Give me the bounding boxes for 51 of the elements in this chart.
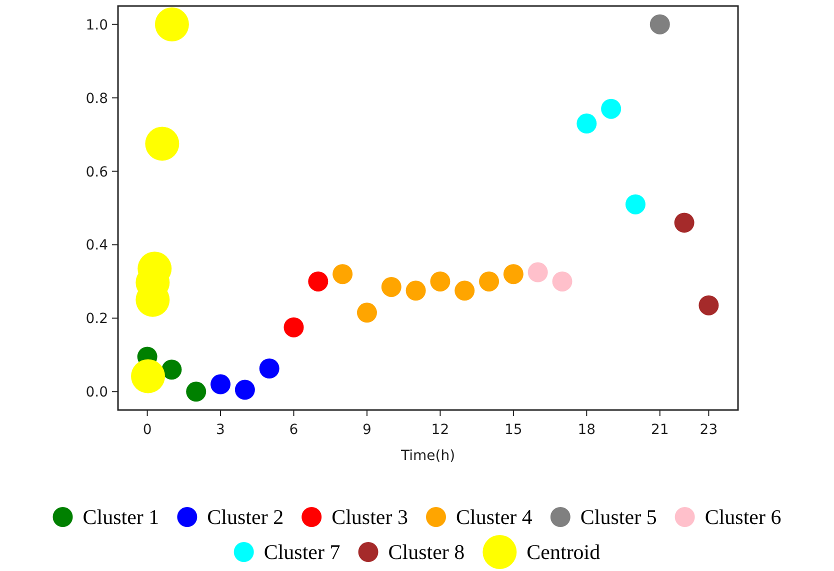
legend-label: Cluster 8 — [388, 540, 465, 564]
point — [406, 280, 426, 301]
point — [650, 14, 670, 34]
legend-label: Cluster 7 — [264, 540, 340, 564]
legend-label: Cluster 6 — [704, 505, 782, 529]
point — [625, 194, 646, 214]
point — [131, 359, 166, 394]
point — [454, 280, 475, 301]
legend-label: Cluster 4 — [456, 505, 533, 529]
x-tick-label: 6 — [289, 422, 298, 438]
point — [308, 271, 328, 292]
x-axis-title: Time(h) — [400, 448, 456, 464]
y-tick-label: 0.0 — [86, 384, 108, 401]
point — [284, 317, 304, 338]
point — [356, 302, 377, 323]
x-tick-label: 21 — [650, 422, 669, 438]
point — [154, 7, 189, 42]
x-tick-label: 15 — [504, 422, 522, 438]
point — [259, 358, 280, 378]
point — [552, 271, 572, 292]
point — [576, 114, 597, 134]
x-tick-label: 0 — [142, 422, 152, 438]
x-tick-label: 3 — [216, 422, 225, 438]
point — [186, 382, 206, 402]
y-tick-label: 0.8 — [86, 90, 108, 107]
point — [601, 98, 622, 119]
point — [674, 212, 694, 233]
point — [503, 264, 524, 284]
legend-label: Cluster 1 — [82, 505, 160, 529]
point — [381, 276, 402, 297]
x-tick-label: 23 — [700, 422, 718, 438]
point — [145, 126, 180, 161]
point — [234, 380, 255, 400]
x-tick-label: 12 — [431, 422, 450, 438]
point — [430, 271, 450, 292]
x-tick-label: 18 — [578, 422, 596, 438]
legend-label: Cluster 3 — [332, 505, 408, 529]
x-tick-label: 9 — [362, 422, 372, 438]
y-tick-label: 0.4 — [86, 238, 108, 254]
point — [332, 264, 353, 284]
point — [528, 262, 548, 282]
legend-label: Cluster 2 — [207, 505, 284, 529]
legend-label: Cluster 5 — [580, 505, 657, 529]
y-tick-label: 1.0 — [86, 17, 108, 34]
point — [698, 295, 719, 316]
point — [162, 360, 182, 380]
legend-label: Centroid — [526, 540, 601, 564]
y-tick-label: 0.6 — [86, 164, 108, 180]
point — [210, 374, 231, 394]
point — [479, 271, 500, 292]
y-tick-label: 0.2 — [86, 311, 108, 328]
